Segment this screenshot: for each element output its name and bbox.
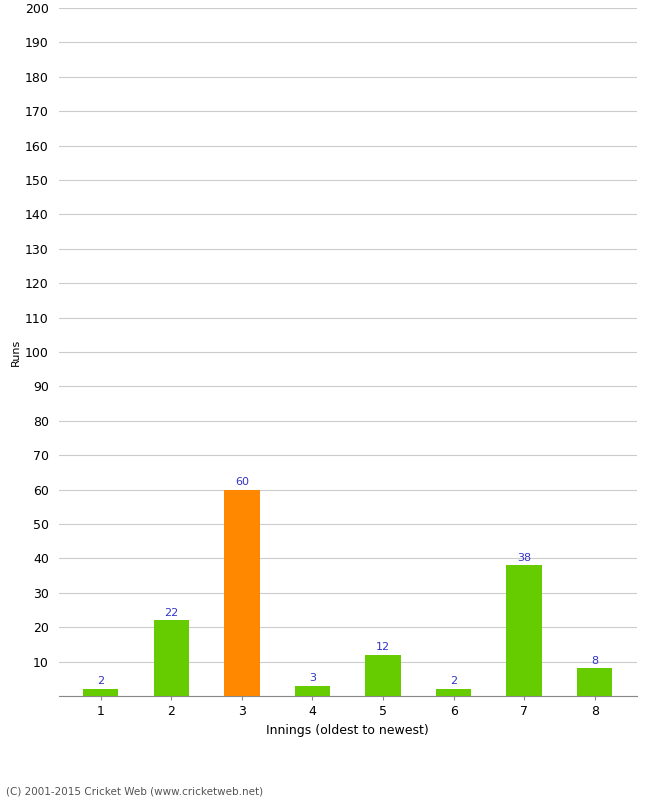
X-axis label: Innings (oldest to newest): Innings (oldest to newest) <box>266 723 429 737</box>
Bar <box>295 686 330 696</box>
Text: 2: 2 <box>450 676 457 686</box>
Bar <box>506 566 541 696</box>
Text: 22: 22 <box>164 607 179 618</box>
Bar <box>154 620 189 696</box>
Text: 60: 60 <box>235 477 249 487</box>
Text: 2: 2 <box>98 676 105 686</box>
Text: 8: 8 <box>591 656 598 666</box>
Bar <box>83 689 118 696</box>
Text: 3: 3 <box>309 673 316 683</box>
Bar <box>436 689 471 696</box>
Text: (C) 2001-2015 Cricket Web (www.cricketweb.net): (C) 2001-2015 Cricket Web (www.cricketwe… <box>6 786 264 796</box>
Text: 38: 38 <box>517 553 531 562</box>
Bar <box>224 490 259 696</box>
Bar <box>365 654 400 696</box>
Y-axis label: Runs: Runs <box>11 338 21 366</box>
Text: 12: 12 <box>376 642 390 652</box>
Bar <box>577 669 612 696</box>
